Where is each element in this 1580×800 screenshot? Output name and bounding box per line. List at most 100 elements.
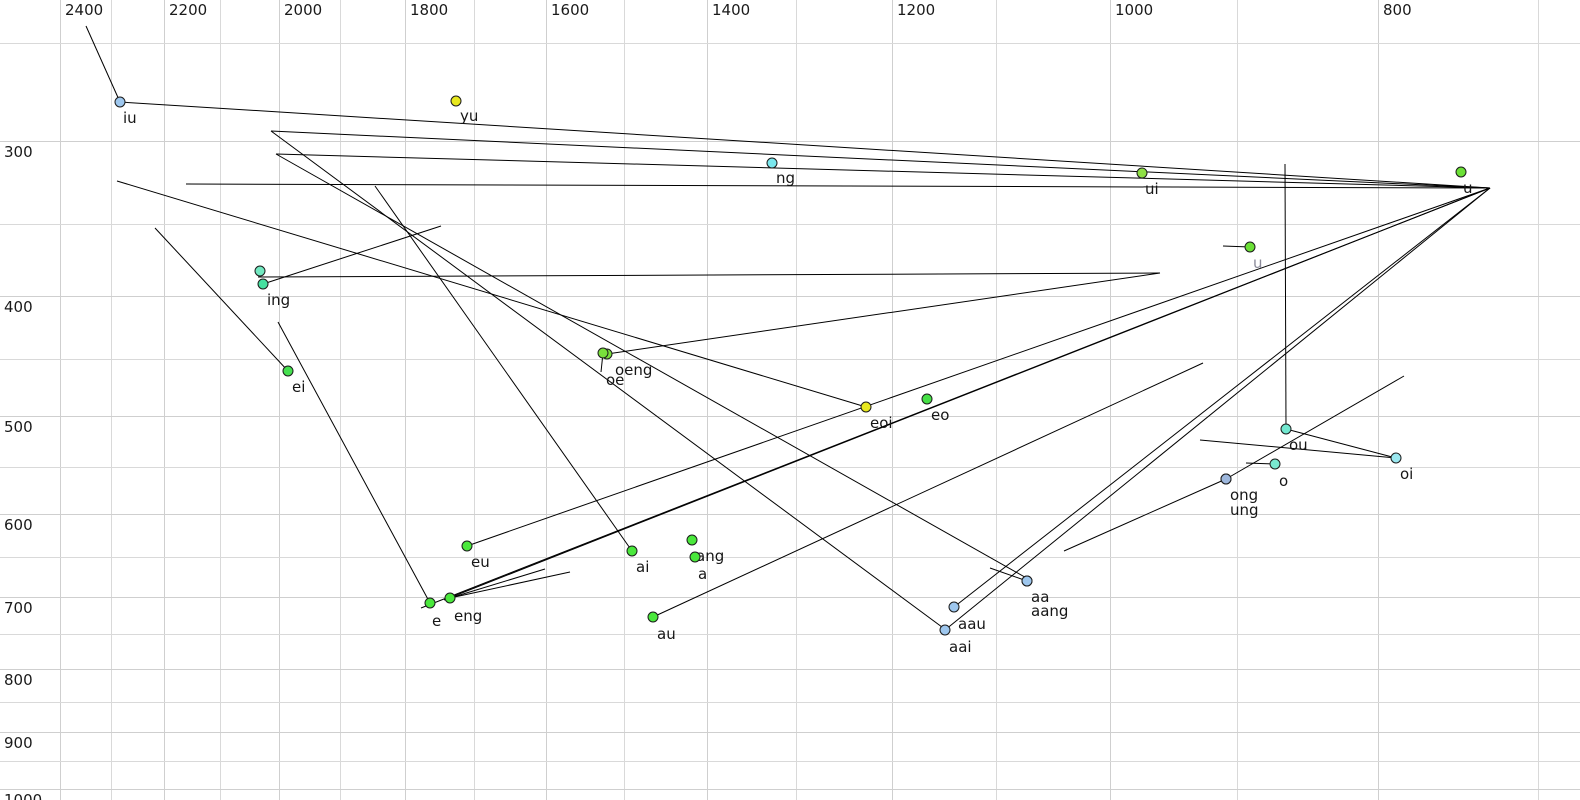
trajectory-ai-diag xyxy=(374,185,633,552)
gridline-f1-450 xyxy=(0,359,1580,360)
y-tick-label-600: 600 xyxy=(4,516,33,534)
gridline-f1-700 xyxy=(0,597,1580,598)
vowel-label-e: e xyxy=(432,612,442,630)
x-tick-label-1800: 1800 xyxy=(410,1,449,19)
trajectory-au-diag xyxy=(652,362,1204,618)
gridline-f1-800 xyxy=(0,669,1580,670)
vowel-marker-ing[interactable] xyxy=(257,278,269,290)
vowel-marker-o[interactable] xyxy=(1269,458,1281,470)
trajectory-aa-arm xyxy=(989,567,1028,582)
vowel-marker-yu[interactable] xyxy=(450,95,462,107)
vowel-label-u: u xyxy=(1253,254,1263,272)
y-tick-label-900: 900 xyxy=(4,734,33,752)
gridline-f1-250 xyxy=(0,43,1580,44)
gridline-f1-500 xyxy=(0,416,1580,417)
trajectory-ng-line-b xyxy=(275,153,1491,189)
vowel-label-ai: ai xyxy=(636,558,650,576)
gridline-f2-1500 xyxy=(624,0,625,800)
vowel-marker-ou[interactable] xyxy=(1280,423,1292,435)
trajectory-ng-line-a xyxy=(270,130,1491,189)
vowel-label-oe: oe xyxy=(606,371,625,389)
x-tick-label-1600: 1600 xyxy=(551,1,590,19)
trajectory-iu-path xyxy=(85,25,121,103)
vowel-label-ang: ang xyxy=(696,547,725,565)
vowel-label-ung: ung xyxy=(1230,501,1259,519)
vowel-label-aau: aau xyxy=(958,615,986,633)
vowel-marker-aau[interactable] xyxy=(948,601,960,613)
trajectory-e-arm1 xyxy=(277,321,431,604)
y-tick-label-1000: 1000 xyxy=(4,791,43,800)
vowel-marker-ai[interactable] xyxy=(626,545,638,557)
trajectory-iu-tail xyxy=(119,101,1491,189)
trajectory-long-sw3 xyxy=(257,272,1161,278)
vowel-marker-oi[interactable] xyxy=(1390,452,1402,464)
vowel-marker-ng[interactable] xyxy=(766,157,778,169)
vowel-marker-ang[interactable] xyxy=(686,534,698,546)
gridline-f1-900 xyxy=(0,732,1580,733)
vowel-label-ng: ng xyxy=(776,169,796,187)
y-tick-label-500: 500 xyxy=(4,418,33,436)
vowel-marker-unlabeled-6[interactable] xyxy=(254,265,266,277)
y-tick-label-700: 700 xyxy=(4,599,33,617)
vowel-label-ong: ong xyxy=(1230,486,1259,504)
vowel-marker-eng[interactable] xyxy=(444,592,456,604)
vowel-marker-u[interactable] xyxy=(1244,241,1256,253)
vowel-marker-oe[interactable] xyxy=(597,347,609,359)
vowel-marker-ung[interactable] xyxy=(1220,473,1232,485)
trajectory-eng-arm3 xyxy=(449,568,546,599)
gridline-f1-950 xyxy=(0,761,1580,762)
gridline-f1-300 xyxy=(0,141,1580,142)
vowel-marker-e[interactable] xyxy=(424,597,436,609)
trajectory-long-sw2 xyxy=(443,187,1491,601)
vowel-label-oi: oi xyxy=(1400,465,1414,483)
x-tick-label-800: 800 xyxy=(1383,1,1412,19)
trajectory-ou-vert xyxy=(1284,163,1287,430)
trajectory-ong-diag xyxy=(1225,375,1405,480)
vowel-label-u: u xyxy=(1463,179,1473,197)
gridline-f1-1000 xyxy=(0,789,1580,790)
gridline-f1-550 xyxy=(0,467,1580,468)
gridline-f2-2300 xyxy=(111,0,112,800)
trajectory-oi-arm xyxy=(1199,439,1397,459)
gridline-f1-350 xyxy=(0,224,1580,225)
gridline-f2-1200 xyxy=(892,0,893,800)
vowel-marker-aai[interactable] xyxy=(939,624,951,636)
vowel-label-eu: eu xyxy=(471,553,490,571)
vowel-marker-au[interactable] xyxy=(647,611,659,623)
trajectory-ei-diag xyxy=(154,227,289,372)
vowel-marker-eu[interactable] xyxy=(461,540,473,552)
vowel-marker-iu[interactable] xyxy=(114,96,126,108)
vowel-marker-ei[interactable] xyxy=(282,365,294,377)
vowel-label-oeng: oeng xyxy=(615,361,653,379)
trajectory-ing-arm xyxy=(262,225,442,285)
vowel-label-eng: eng xyxy=(454,607,483,625)
x-tick-label-2200: 2200 xyxy=(169,1,208,19)
vowel-label-ei: ei xyxy=(292,378,306,396)
gridline-f2-1100 xyxy=(996,0,997,800)
vowel-label-ing: ing xyxy=(267,291,291,309)
vowel-label-iu: iu xyxy=(123,109,137,127)
trajectory-oeng-arm xyxy=(606,272,1161,355)
x-tick-label-1000: 1000 xyxy=(1115,1,1154,19)
vowel-label-aang: aang xyxy=(1031,602,1069,620)
gridline-f2-1400 xyxy=(707,0,708,800)
gridline-f2-1800 xyxy=(405,0,406,800)
x-tick-label-1200: 1200 xyxy=(897,1,936,19)
gridline-f2-2400 xyxy=(60,0,61,800)
gridline-f1-850 xyxy=(0,702,1580,703)
vowel-marker-ui[interactable] xyxy=(1136,167,1148,179)
vowel-marker-a[interactable] xyxy=(689,551,701,563)
vowel-marker-eoi[interactable] xyxy=(860,401,872,413)
vowel-label-ui: ui xyxy=(1145,180,1159,198)
vowel-marker-aang[interactable] xyxy=(1021,575,1033,587)
vowel-label-yu: yu xyxy=(460,107,479,125)
x-tick-label-2400: 2400 xyxy=(65,1,104,19)
vowel-label-aai: aai xyxy=(949,638,972,656)
vowel-label-o: o xyxy=(1279,472,1289,490)
x-tick-label-2000: 2000 xyxy=(284,1,323,19)
gridline-f2-1600 xyxy=(546,0,547,800)
gridline-f1-400 xyxy=(0,296,1580,297)
vowel-marker-u[interactable] xyxy=(1455,166,1467,178)
vowel-marker-eo[interactable] xyxy=(921,393,933,405)
y-tick-label-800: 800 xyxy=(4,671,33,689)
